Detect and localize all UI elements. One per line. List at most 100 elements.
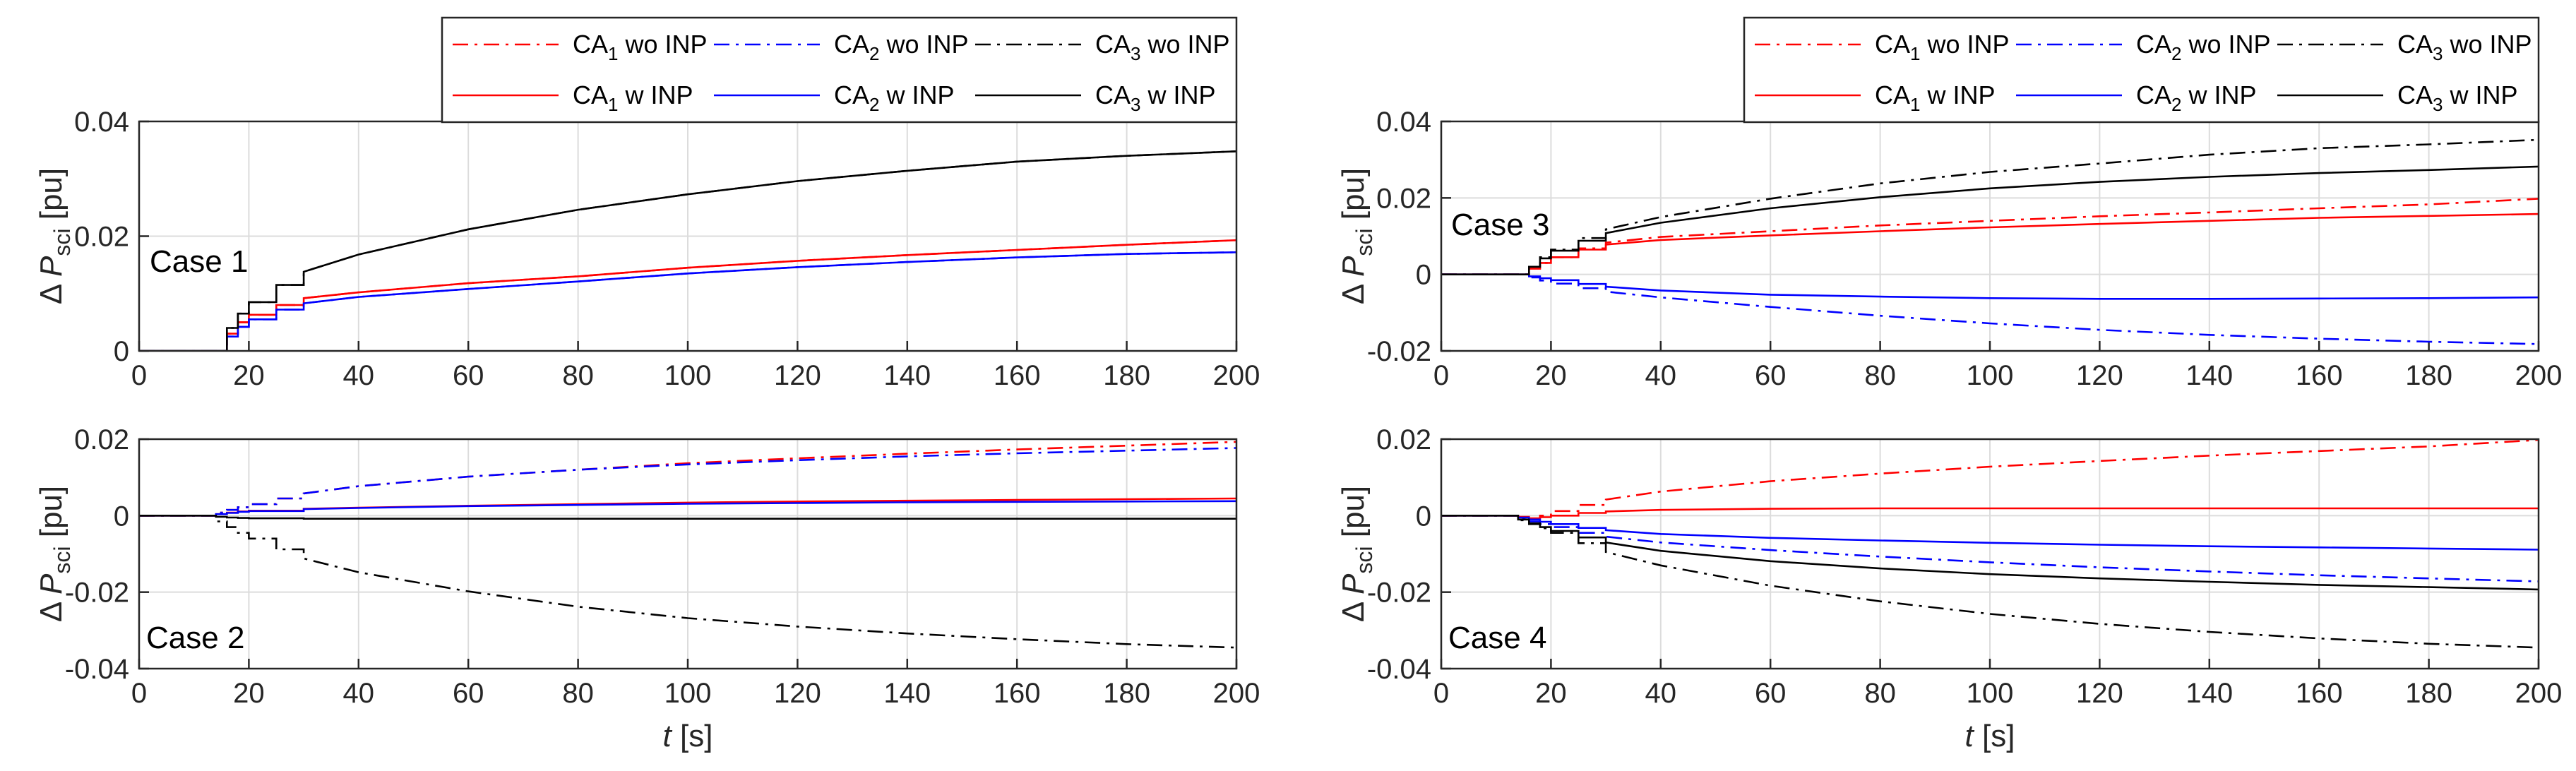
y-tick-label: 0.04 bbox=[74, 107, 129, 138]
series-line-ca3-w-inp bbox=[139, 150, 1236, 351]
x-tick-label: 140 bbox=[2186, 360, 2233, 391]
x-tick-label: 20 bbox=[233, 360, 265, 391]
y-axis-label: Δ Psci [pu] bbox=[1336, 486, 1377, 622]
series-line-ca2-wo-inp bbox=[139, 447, 1236, 517]
x-tick-label: 100 bbox=[664, 678, 712, 709]
series-group bbox=[1441, 138, 2539, 345]
y-axis-label: Δ Psci [pu] bbox=[1336, 168, 1377, 304]
x-tick-label: 0 bbox=[1433, 678, 1449, 709]
legend-label-ca1_wo: CA1 wo INP bbox=[573, 30, 708, 64]
case-label: Case 1 bbox=[150, 244, 248, 279]
legend-label-ca1_w: CA1 w INP bbox=[1875, 80, 1996, 115]
x-tick-label: 140 bbox=[883, 678, 931, 709]
x-tick-label: 20 bbox=[1535, 360, 1567, 391]
y-tick-label: 0 bbox=[1416, 260, 1431, 291]
x-tick-label: 80 bbox=[562, 678, 594, 709]
x-tick-label: 100 bbox=[1967, 360, 2014, 391]
series-line-ca2-w-inp bbox=[139, 251, 1236, 351]
x-tick-label: 60 bbox=[1755, 678, 1787, 709]
series-line-ca3-w-inp bbox=[139, 515, 1236, 520]
legend-label-ca3_wo: CA3 wo INP bbox=[2397, 30, 2532, 64]
y-tick-label: 0.04 bbox=[1376, 107, 1431, 138]
x-tick-label: 120 bbox=[774, 678, 821, 709]
case-label: Case 3 bbox=[1451, 208, 1549, 242]
x-tick-label: 0 bbox=[131, 678, 147, 709]
x-tick-label: 160 bbox=[2296, 678, 2343, 709]
y-tick-label: -0.02 bbox=[1367, 578, 1431, 609]
legend-label-ca3_w: CA3 w INP bbox=[1095, 80, 1216, 115]
y-tick-label: -0.02 bbox=[1367, 336, 1431, 367]
series-line-ca2-wo-inp bbox=[1441, 515, 2539, 582]
x-tick-label: 20 bbox=[1535, 678, 1567, 709]
x-tick-label: 180 bbox=[1103, 360, 1150, 391]
x-tick-label: 120 bbox=[774, 360, 821, 391]
series-line-ca2-w-inp bbox=[139, 500, 1236, 517]
x-tick-label: 180 bbox=[2405, 360, 2452, 391]
x-tick-label: 200 bbox=[2515, 360, 2563, 391]
x-tick-label: 200 bbox=[1213, 678, 1260, 709]
series-line-ca3-wo-inp bbox=[1441, 515, 2539, 649]
x-tick-label: 200 bbox=[2515, 678, 2563, 709]
x-tick-label: 20 bbox=[233, 678, 265, 709]
plot-frame bbox=[1440, 438, 2540, 670]
x-tick-label: 160 bbox=[2296, 360, 2343, 391]
y-tick-label: 0.02 bbox=[1376, 424, 1431, 455]
chart-panel-4: 0 20 40 60 80 100 120 140 160 180 200 -0.04 -0.02 0 0.… bbox=[1336, 424, 2562, 753]
series-line-ca3-wo-inp bbox=[139, 515, 1236, 649]
y-tick-label: 0.02 bbox=[74, 424, 129, 455]
x-tick-label: 160 bbox=[994, 678, 1041, 709]
legend-label-ca1_w: CA1 w INP bbox=[573, 80, 693, 115]
chart-panel-3: 0 20 40 60 80 100 120 140 160 180 200 -0.04 -0.02 0 0.… bbox=[34, 424, 1260, 753]
y-tick-label: 0.02 bbox=[1376, 183, 1431, 214]
x-tick-label: 60 bbox=[453, 678, 484, 709]
x-tick-label: 100 bbox=[664, 360, 712, 391]
y-tick-label: 0 bbox=[114, 336, 129, 367]
x-tick-label: 80 bbox=[1864, 360, 1896, 391]
series-line-ca2-w-inp bbox=[1441, 273, 2539, 300]
legend-label-ca2_wo: CA2 wo INP bbox=[2136, 30, 2271, 64]
y-tick-label: -0.04 bbox=[1367, 654, 1431, 685]
legend-label-ca3_wo: CA3 wo INP bbox=[1095, 30, 1230, 64]
y-axis-label: Δ Psci [pu] bbox=[34, 486, 75, 622]
legend: CA1 wo INP CA2 wo INP CA3 wo INP CA1 w INP C… bbox=[441, 16, 1238, 124]
x-axis-label: t [s] bbox=[663, 719, 713, 753]
chart-panel-1: 0 20 40 60 80 100 120 140 160 180 200 0 0.02 0.04 Case… bbox=[34, 16, 1260, 391]
y-tick-label: -0.02 bbox=[65, 578, 129, 609]
series-line-ca2-w-inp bbox=[1441, 515, 2539, 551]
x-tick-label: 80 bbox=[1864, 678, 1896, 709]
x-tick-label: 140 bbox=[2186, 678, 2233, 709]
x-tick-label: 180 bbox=[1103, 678, 1150, 709]
legend-box bbox=[441, 16, 1238, 124]
x-tick-label: 60 bbox=[453, 360, 484, 391]
legend-label-ca3_w: CA3 w INP bbox=[2397, 80, 2518, 115]
x-tick-label: 40 bbox=[343, 678, 375, 709]
series-line-ca3-w-inp bbox=[1441, 165, 2539, 275]
x-tick-label: 180 bbox=[2405, 678, 2452, 709]
series-line-ca2-wo-inp bbox=[1441, 273, 2539, 345]
legend-box bbox=[1743, 16, 2540, 124]
legend: CA1 wo INP CA2 wo INP CA3 wo INP CA1 w INP C… bbox=[1743, 16, 2540, 124]
x-tick-label: 120 bbox=[2076, 678, 2123, 709]
series-group bbox=[139, 441, 1236, 649]
case-label: Case 2 bbox=[146, 621, 244, 655]
x-tick-label: 40 bbox=[1645, 678, 1677, 709]
y-tick-label: 0 bbox=[1416, 501, 1431, 532]
y-axis-label: Δ Psci [pu] bbox=[34, 168, 75, 304]
series-group bbox=[139, 150, 1236, 351]
case-label: Case 4 bbox=[1448, 621, 1546, 655]
y-tick-label: 0 bbox=[114, 501, 129, 532]
x-tick-label: 160 bbox=[994, 360, 1041, 391]
x-tick-label: 80 bbox=[562, 360, 594, 391]
x-axis-label: t [s] bbox=[1965, 719, 2015, 753]
x-tick-label: 40 bbox=[1645, 360, 1677, 391]
plot-frame bbox=[138, 438, 1238, 670]
y-tick-label: -0.04 bbox=[65, 654, 129, 685]
x-tick-label: 40 bbox=[343, 360, 375, 391]
x-tick-label: 200 bbox=[1213, 360, 1260, 391]
series-line-ca1-wo-inp bbox=[139, 441, 1236, 517]
x-tick-label: 60 bbox=[1755, 360, 1787, 391]
legend-label-ca2_w: CA2 w INP bbox=[2136, 80, 2257, 115]
chart-panel-2: 0 20 40 60 80 100 120 140 160 180 200-0.0200.020.0… bbox=[1336, 16, 2563, 391]
series-group bbox=[1441, 439, 2539, 649]
